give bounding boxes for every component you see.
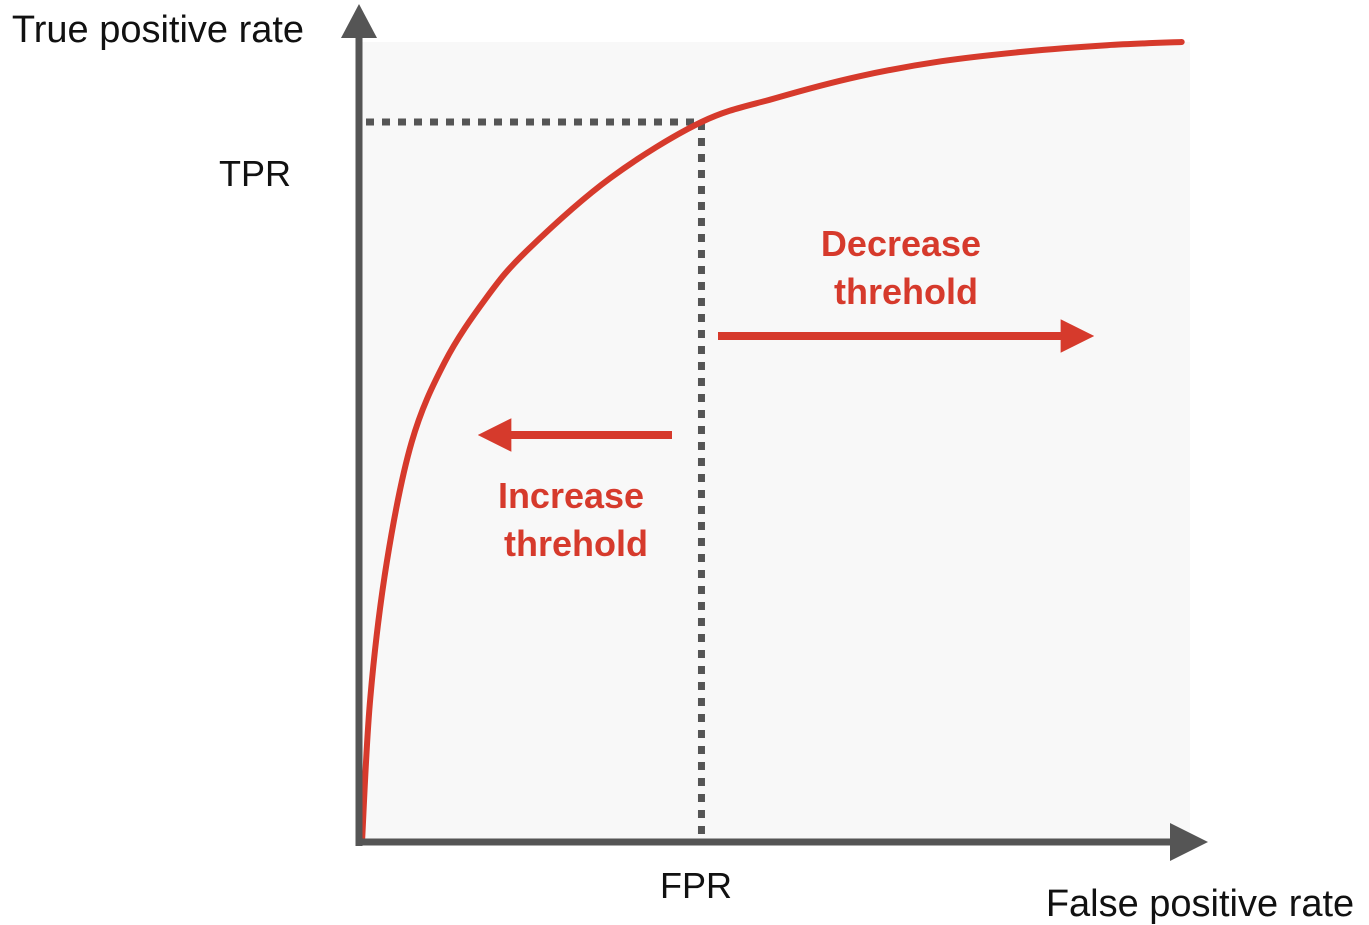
plot-area — [362, 42, 1190, 842]
fpr-label: FPR — [660, 865, 732, 906]
increase-threshold-line-2: threhold — [504, 523, 648, 564]
x-axis-arrowhead — [1170, 823, 1208, 861]
roc-curve — [359, 39, 1185, 845]
increase-threshold-line-1: Increase — [498, 475, 644, 516]
y-axis-label: True positive rate — [12, 9, 304, 51]
decrease-threshold-line-2: threhold — [834, 271, 978, 312]
increase-threshold-label: Increase threhold — [498, 475, 654, 564]
tpr-label: TPR — [219, 153, 291, 194]
decrease-threshold-label: Decrease threhold — [821, 223, 991, 312]
x-axis-label: False positive rate — [1046, 883, 1354, 925]
decrease-threshold-line-1: Decrease — [821, 223, 981, 264]
y-axis-arrowhead — [341, 4, 377, 38]
